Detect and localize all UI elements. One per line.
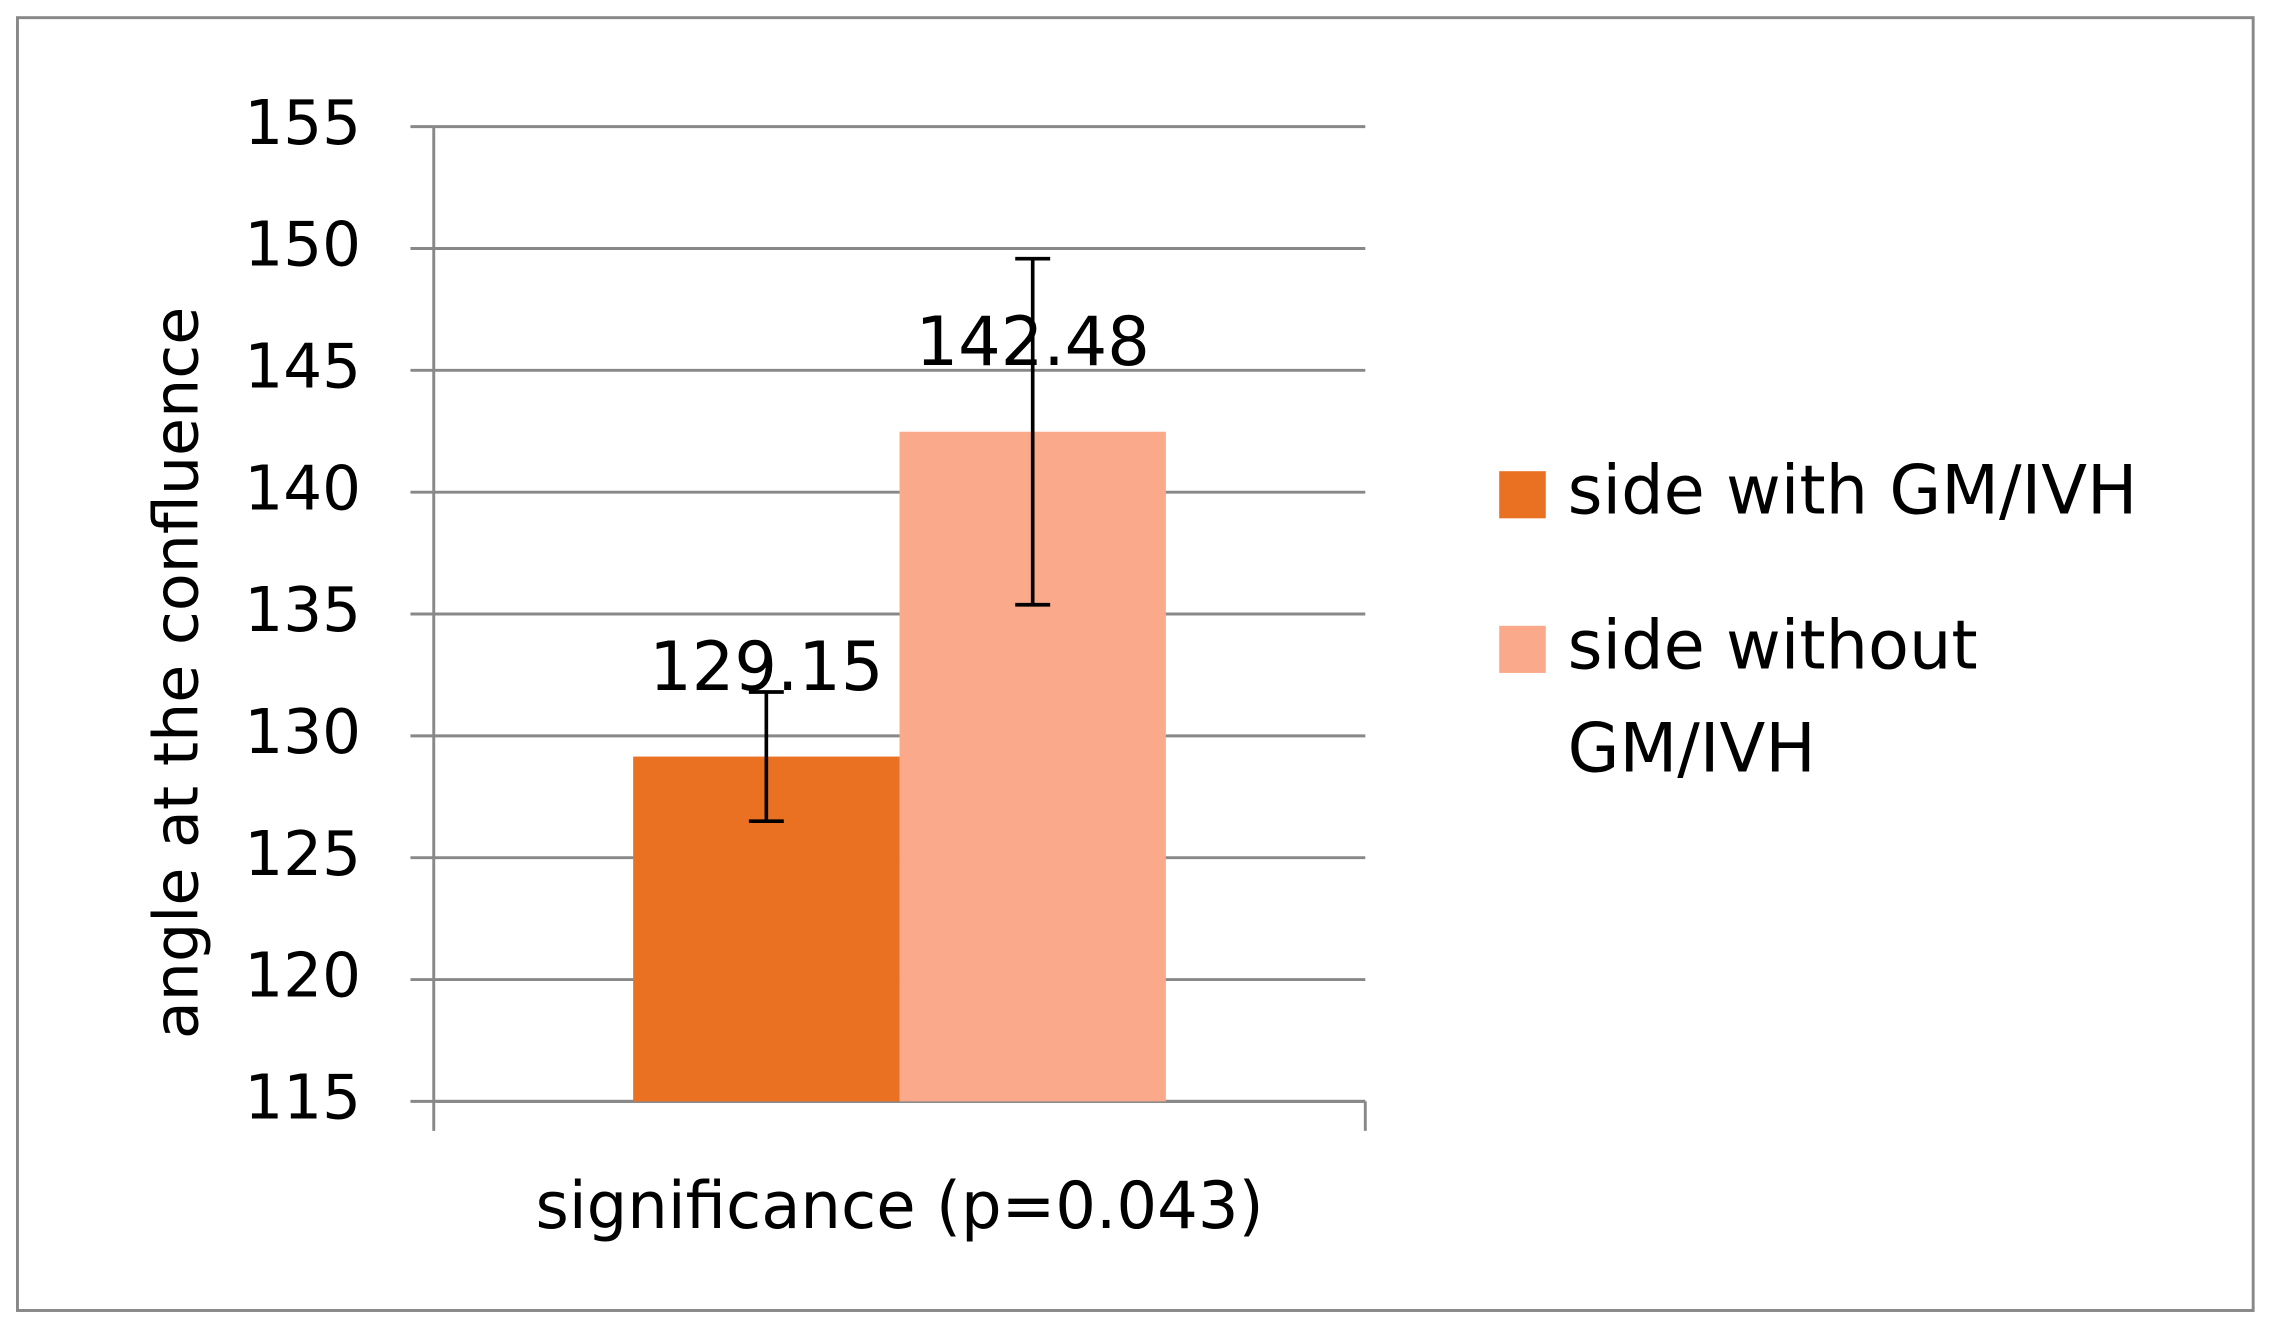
y-tick-label: 130: [244, 697, 361, 768]
legend-swatch: [1499, 625, 1546, 673]
y-tick-label: 115: [244, 1062, 361, 1133]
y-axis-label: angle at the confluence: [142, 307, 213, 1039]
y-tick-label: 125: [244, 819, 361, 890]
data-label: 129.15: [649, 626, 883, 705]
x-axis-label: significance (p=0.043): [535, 1169, 1263, 1244]
y-tick-label: 145: [244, 331, 361, 402]
legend-line: GM/IVH: [1568, 708, 1816, 787]
error-bar: [748, 690, 784, 823]
data-label: 142.48: [916, 302, 1150, 381]
legend-swatch: [1499, 471, 1546, 519]
y-tick-label: 120: [244, 940, 361, 1011]
error-bar: [1015, 256, 1051, 607]
legend-line: side without: [1568, 605, 1978, 684]
y-tick-label: 150: [244, 209, 361, 280]
y-tick-label: 155: [244, 88, 361, 159]
y-tick-label: 140: [244, 453, 361, 524]
y-tick-label: 135: [244, 575, 361, 646]
legend-label: side with GM/IVH: [1568, 450, 2138, 529]
legend-label: side without GM/IVH: [1568, 605, 1978, 788]
